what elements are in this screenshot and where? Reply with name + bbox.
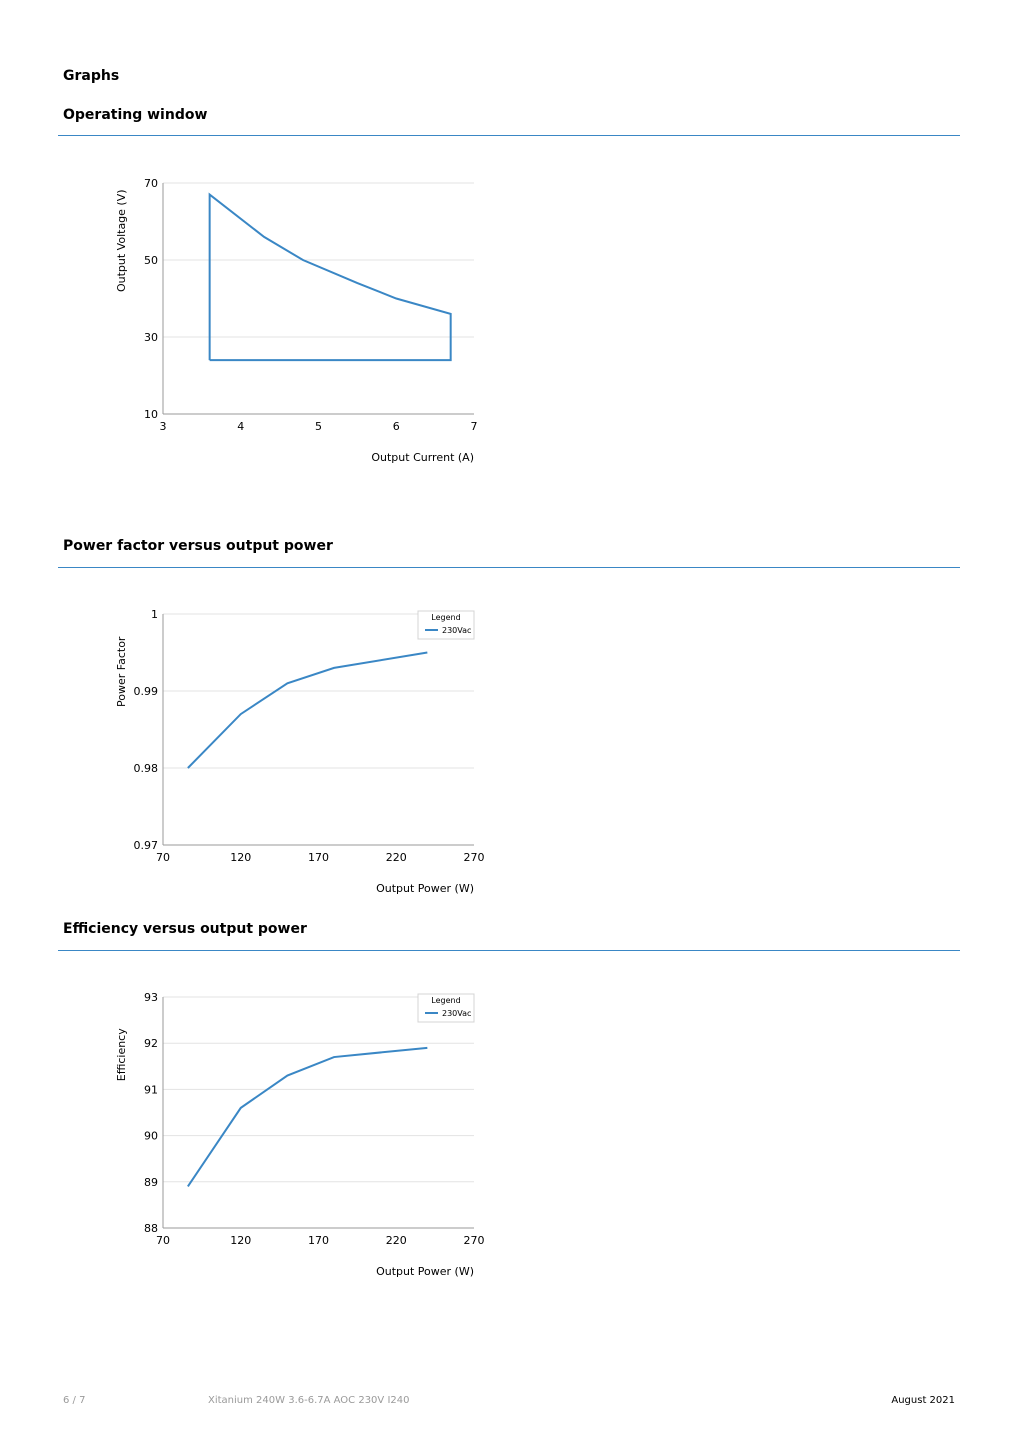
y-axis-label: Output Voltage (V) — [115, 189, 128, 292]
x-tick-label: 220 — [386, 851, 407, 864]
section-divider — [58, 567, 960, 568]
section-divider — [58, 135, 960, 136]
series-line — [187, 1046, 428, 1187]
section-title-efficiency: Efficiency versus output power — [63, 921, 307, 937]
legend-entry: 230Vac — [442, 1009, 471, 1018]
x-axis-label: Output Current (A) — [371, 451, 474, 464]
section-title-operating-window: Operating window — [63, 107, 208, 123]
footer-page-number: 6 / 7 — [63, 1395, 86, 1406]
legend-entry: 230Vac — [442, 626, 471, 635]
series-line — [208, 192, 452, 362]
page-heading: Graphs — [63, 68, 120, 84]
x-tick-label: 170 — [308, 851, 329, 864]
operating-window-chart: 10 30 50 70 3 4 5 6 7 Output Current (A) Output Vo… — [115, 177, 478, 464]
footer-product-name: Xitanium 240W 3.6-6.7A AOC 230V I240 — [208, 1395, 410, 1406]
y-tick-label: 0.97 — [134, 839, 159, 852]
x-tick-label: 6 — [393, 420, 400, 433]
x-tick-label: 120 — [230, 851, 251, 864]
x-tick-label: 270 — [464, 851, 485, 864]
x-tick-label: 3 — [160, 420, 167, 433]
series-line — [187, 651, 428, 769]
x-axis-label: Output Power (W) — [376, 882, 474, 895]
footer-date: August 2021 — [891, 1395, 955, 1406]
y-axis-label: Efficiency — [115, 1028, 128, 1081]
y-tick-label: 93 — [144, 991, 158, 1004]
legend-box — [417, 610, 475, 640]
x-tick-label: 120 — [230, 1234, 251, 1247]
x-tick-label: 4 — [237, 420, 244, 433]
section-divider — [58, 950, 960, 951]
y-tick-label: 1 — [151, 608, 158, 621]
y-tick-label: 88 — [144, 1222, 158, 1235]
y-tick-label: 30 — [144, 331, 158, 344]
x-tick-label: 7 — [471, 420, 478, 433]
section-title-power-factor: Power factor versus output power — [63, 538, 333, 554]
legend-title: Legend — [431, 996, 460, 1005]
legend-title: Legend — [431, 613, 460, 622]
x-tick-label: 5 — [315, 420, 322, 433]
x-tick-label: 220 — [386, 1234, 407, 1247]
y-tick-label: 90 — [144, 1130, 158, 1143]
y-tick-label: 89 — [144, 1176, 158, 1189]
y-axis-label: Power Factor — [115, 636, 128, 707]
y-tick-label: 91 — [144, 1083, 158, 1096]
y-tick-label: 92 — [144, 1037, 158, 1050]
y-tick-label: 10 — [144, 408, 158, 421]
x-tick-label: 270 — [464, 1234, 485, 1247]
legend-box — [417, 993, 475, 1023]
efficiency-chart: 88 89 90 91 92 93 70 120 170 220 270 Output Power (… — [115, 991, 485, 1278]
y-tick-label: 70 — [144, 177, 158, 190]
x-axis-label: Output Power (W) — [376, 1265, 474, 1278]
y-tick-label: 0.98 — [134, 762, 159, 775]
x-tick-label: 70 — [156, 1234, 170, 1247]
x-tick-label: 70 — [156, 851, 170, 864]
y-tick-label: 50 — [144, 254, 158, 267]
x-tick-label: 170 — [308, 1234, 329, 1247]
y-tick-label: 0.99 — [134, 685, 159, 698]
